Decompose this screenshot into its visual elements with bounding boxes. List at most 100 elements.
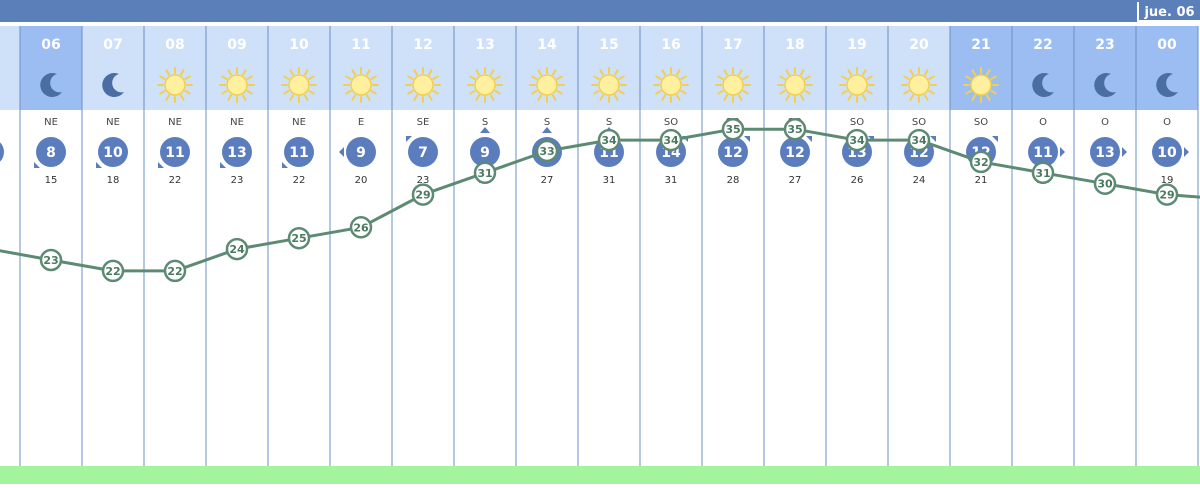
hour-label: 13	[475, 37, 494, 53]
sun-ray	[655, 90, 662, 95]
sun-ray	[407, 90, 414, 95]
sun-ray	[986, 94, 991, 101]
moon-icon	[1094, 73, 1116, 98]
wind-direction-arrow	[406, 136, 412, 142]
temperature-label: 29	[415, 189, 430, 202]
sun-ray	[283, 90, 290, 95]
wind-direction-arrow	[220, 162, 226, 168]
temperature-point	[287, 226, 311, 250]
sun-icon	[908, 74, 930, 96]
sun-ray	[990, 75, 997, 80]
sun-ray	[655, 75, 662, 80]
sun-ray	[552, 94, 557, 101]
sun-ray	[785, 94, 790, 101]
sun-icon	[412, 74, 434, 96]
wind-speed-circle	[470, 137, 500, 167]
sun-ray	[494, 75, 501, 80]
temperature-label: 22	[167, 265, 182, 278]
sun-ray	[469, 90, 476, 95]
sun-ray	[556, 75, 563, 80]
sun-ray	[304, 94, 309, 101]
sun-icon	[474, 74, 496, 96]
sun-ray	[308, 90, 315, 95]
wind-direction-label: O	[1163, 117, 1171, 128]
sun-ray	[475, 69, 480, 76]
sun-ray	[680, 90, 687, 95]
bottom-band	[0, 466, 1200, 484]
wind-gust-label: 20	[355, 175, 368, 186]
temperature-label: 35	[787, 123, 802, 136]
sun-ray	[184, 90, 191, 95]
timeline-header-bar	[0, 0, 1200, 22]
temperature-label: 31	[1035, 167, 1050, 180]
temperature-point	[473, 161, 497, 185]
temperature-point	[1031, 161, 1055, 185]
temperature-point	[101, 259, 125, 283]
temperature-point	[721, 117, 745, 141]
sun-ray	[785, 69, 790, 76]
temperature-point	[535, 139, 559, 163]
sun-ray	[738, 69, 743, 76]
hour-label: 09	[227, 37, 246, 53]
sun-ray	[804, 90, 811, 95]
sun-icon	[722, 74, 744, 96]
sun-ray	[469, 75, 476, 80]
wind-direction-label: E	[358, 117, 364, 128]
hour-label: 20	[909, 37, 929, 53]
sun-ray	[618, 75, 625, 80]
hour-cell-partial	[0, 26, 20, 110]
temperature-point	[411, 183, 435, 206]
sun-ray	[661, 69, 666, 76]
sun-icon	[288, 74, 310, 96]
temperature-label: 30	[1097, 178, 1113, 191]
sun-ray	[593, 90, 600, 95]
sun-ray	[965, 90, 972, 95]
hour-label: 12	[413, 37, 432, 53]
sun-ray	[779, 90, 786, 95]
sun-icon	[784, 74, 806, 96]
wind-speed-circle-partial	[0, 142, 4, 162]
sun-ray	[841, 75, 848, 80]
temperature-label: 22	[105, 265, 120, 278]
sun-ray	[866, 90, 873, 95]
hour-label: 22	[1033, 37, 1052, 53]
wind-speed-circle	[98, 137, 128, 167]
hour-label: 08	[165, 37, 184, 53]
temperature-label: 35	[725, 123, 740, 136]
sun-ray	[903, 75, 910, 80]
sun-ray	[928, 90, 935, 95]
sun-ray	[862, 69, 867, 76]
temperature-label: 24	[229, 243, 245, 256]
sun-ray	[738, 94, 743, 101]
wind-direction-arrow	[744, 136, 750, 142]
wind-direction-label: NE	[106, 117, 120, 128]
temperature-label: 29	[1159, 189, 1174, 202]
sun-ray	[723, 94, 728, 101]
hour-label: 21	[971, 37, 990, 53]
hourly-forecast-chart: 06 07 08 09 10 11 12 13 14 15 16 17 18 19 20 21 22 23 00 NE…	[0, 24, 1200, 484]
wind-gust-label: 26	[851, 175, 864, 186]
wind-speed-circle	[408, 137, 438, 167]
sun-ray	[413, 94, 418, 101]
wind-speed-label: 10	[103, 145, 123, 161]
temperature-point	[783, 117, 807, 141]
temperature-point	[907, 128, 931, 152]
wind-speed-circle	[160, 137, 190, 167]
sun-ray	[432, 90, 439, 95]
sun-ray	[242, 94, 247, 101]
sun-ray	[180, 69, 185, 76]
moon-icon	[1032, 73, 1054, 98]
sun-ray	[680, 75, 687, 80]
wind-gust-label: 18	[107, 175, 120, 186]
wind-speed-label: 12	[785, 145, 804, 161]
temperature-point	[969, 150, 993, 174]
wind-speed-circle	[1152, 137, 1182, 167]
wind-direction-label: O	[1039, 117, 1047, 128]
sun-ray	[531, 75, 538, 80]
sun-ray	[221, 75, 228, 80]
sun-ray	[661, 94, 666, 101]
sun-ray	[227, 69, 232, 76]
sun-ray	[779, 75, 786, 80]
temperature-label: 31	[477, 167, 492, 180]
wind-speed-label: 12	[723, 145, 742, 161]
